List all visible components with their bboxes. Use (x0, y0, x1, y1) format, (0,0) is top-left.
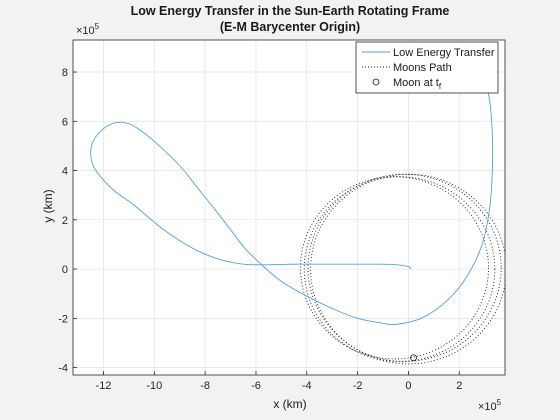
y-exponent-power: 5 (95, 22, 100, 31)
x-tick-label: -12 (96, 380, 112, 392)
legend-label-low-energy-transfer: Low Energy Transfer (393, 47, 495, 59)
x-tick-label: 0 (405, 380, 411, 392)
y-exponent-base: ×10 (76, 25, 95, 37)
tick-marks (73, 71, 460, 375)
y-exponent: ×105 (76, 22, 100, 37)
moon-at-tf-marker (410, 354, 417, 362)
x-exponent-base: ×10 (478, 401, 497, 413)
x-tick-label: -10 (146, 380, 162, 392)
moons-path-loop (299, 176, 489, 360)
y-tick-label: 4 (62, 166, 68, 178)
y-tick-label: 6 (62, 116, 68, 128)
x-axis-label: x (km) (273, 397, 306, 411)
tick-labels: -12 -10 -8 -6 -4 -2 0 2 -4 -2 0 2 4 6 8 (58, 67, 462, 392)
x-tick-label: -6 (251, 380, 261, 392)
legend-label-moon-at-tf-subscript: f (439, 82, 442, 91)
plot-frame (72, 39, 506, 376)
y-tick-label: 0 (62, 264, 68, 276)
legend-label-moon-at-tf-main: Moon at t (393, 77, 439, 89)
y-tick-label: 2 (62, 215, 68, 227)
moons-path-loop (310, 173, 505, 365)
x-tick-label: -4 (302, 380, 312, 392)
y-tick-label: 8 (62, 67, 68, 79)
legend-swatch-moon-at-tf (372, 78, 380, 86)
y-axis-label: y (km) (41, 189, 55, 222)
grid (73, 40, 505, 375)
chart-title: Low Energy Transfer in the Sun-Earth Rot… (131, 4, 450, 18)
legend-box (355, 41, 499, 94)
x-tick-label: -2 (353, 380, 363, 392)
series-line-low-energy-transfer (90, 57, 494, 326)
legend-label-moon-at-tf: Moon at tf (393, 77, 442, 91)
plot-area (73, 40, 505, 375)
y-tick-label: -2 (58, 313, 68, 325)
moons-path-loop (303, 176, 496, 362)
legend-label-moons-path: Moons Path (393, 62, 452, 74)
chart-subtitle: (E-M Barycenter Origin) (220, 20, 360, 34)
x-exponent: ×105 (478, 398, 502, 413)
series-layer (90, 57, 505, 365)
moons-path-loop (307, 173, 502, 362)
x-tick-label: -8 (200, 380, 210, 392)
legend: Low Energy Transfer Moons Path Moon at t… (355, 41, 499, 94)
x-tick-label: 2 (456, 380, 462, 392)
x-exponent-power: 5 (497, 398, 502, 407)
y-tick-label: -4 (58, 363, 68, 375)
